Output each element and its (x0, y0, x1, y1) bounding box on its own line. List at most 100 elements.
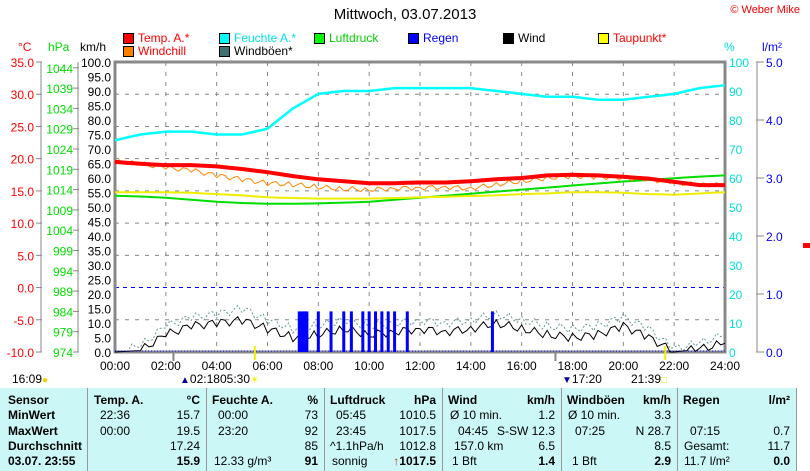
legend-label: Taupunkt* (613, 31, 667, 45)
humidity-tick-label: 50 (729, 201, 743, 215)
gust-max: N 28.7 (635, 424, 671, 438)
legend-item: Regen (408, 31, 458, 45)
rain-header: Regen (683, 393, 720, 407)
pressure-tick-label: 1024 (46, 143, 73, 157)
legend-item: Feuchte A.* (219, 31, 296, 45)
humidity-tick-label: 40 (729, 230, 743, 244)
press-header: Luftdruck (330, 393, 386, 407)
gust-avg10: 3.3 (654, 408, 671, 422)
rain-bar (302, 311, 306, 352)
gust-header: Windböen (567, 393, 625, 407)
wind-tick-label: 10.0 (88, 317, 112, 331)
wind-tick-label: 65.0 (88, 158, 112, 172)
wind-tick-label: 80.0 (88, 114, 112, 128)
temp-tick-label: 0.0 (17, 282, 34, 296)
humidity-axis-unit: % (724, 40, 735, 54)
wind-bft: 1 Bft (452, 454, 477, 468)
trend-up-icon: ↑ (393, 454, 400, 468)
legend-label: Feuchte A.* (234, 31, 297, 45)
row-label: MinWert (8, 408, 56, 422)
wind-tick-label: 55.0 (88, 187, 112, 201)
pressure-tick-label: 1034 (46, 102, 73, 116)
press-avg: 1012.8 (399, 439, 436, 453)
rain-tick-label: 1.0 (766, 288, 783, 302)
series-taupunkt (115, 191, 726, 200)
wind-tick-label: 15.0 (88, 303, 112, 317)
legend-item: Taupunkt* (598, 31, 666, 45)
humidity-tick-label: 60 (729, 172, 743, 186)
hum-header: Feuchte A. (212, 393, 273, 407)
rain-tick-label: 0.0 (766, 346, 783, 360)
legend-item: Windchill (123, 44, 186, 58)
temp-avg: 17.24 (169, 439, 200, 453)
time-tick-label: 18:00 (557, 359, 587, 373)
humidity-tick-label: 70 (729, 143, 743, 157)
time-tick-label: 00:00 (100, 359, 130, 373)
wind-avg10: 1.2 (538, 408, 555, 422)
pressure-tick-label: 1009 (46, 204, 73, 218)
humidity-tick-label: 100 (729, 56, 749, 70)
wind-avg: 6.5 (538, 439, 555, 453)
gust-bft: 1 Bft (572, 454, 597, 468)
pressure-tick-label: 989 (53, 285, 73, 299)
wind-tick-label: 50.0 (88, 201, 112, 215)
temp-max: 19.5 (176, 424, 200, 438)
pressure-tick-label: 1014 (46, 184, 73, 198)
sun-icon: □ (661, 375, 668, 386)
humidity-tick-label: 0 (729, 346, 736, 360)
legend-swatch (408, 32, 419, 44)
temp-axis-unit: °C (18, 40, 32, 54)
rain-bar (393, 311, 397, 352)
legend-item: Wind (503, 31, 545, 45)
pressure-tick-label: 979 (53, 326, 73, 340)
wind-tick-label: 45.0 (88, 216, 112, 230)
rain-day: 11.7 l/m² (684, 454, 730, 468)
wind-tick-label: 40.0 (88, 230, 112, 244)
wind-avg10-label: Ø 10 min. (450, 408, 503, 422)
rain-bar (374, 311, 378, 352)
legend-swatch (219, 32, 230, 44)
press-max-time: 23:45 (336, 424, 367, 438)
rain-tick-label: 5.0 (766, 56, 783, 70)
press-unit: hPa (413, 393, 436, 407)
hum-unit: % (307, 393, 318, 407)
time-tick-label: 20:00 (608, 359, 638, 373)
hum-current: 91 (304, 454, 318, 468)
legend-swatch (123, 32, 134, 44)
wind-tick-label: 20.0 (88, 288, 112, 302)
pressure-tick-label: 999 (53, 245, 73, 259)
temp-tick-label: -10.0 (7, 346, 35, 360)
hum-max-time: 23:20 (218, 424, 249, 438)
moonset-time-label: 16:09 (12, 372, 43, 386)
moon-event-time: ▼17:20 (562, 372, 602, 386)
legend-label: Windböen* (234, 44, 293, 58)
row-label: Sensor (8, 393, 49, 407)
series-windben (114, 304, 726, 353)
wind-tick-label: 0.0 (94, 346, 111, 360)
rain-tick-label: 4.0 (766, 114, 783, 128)
plot-frame (113, 60, 727, 354)
rain-bar (305, 311, 309, 352)
row-label: Durchschnitt (8, 439, 83, 453)
time-tick-label: 10:00 (354, 359, 384, 373)
legend-label: Luftdruck (329, 31, 379, 45)
wind-distance: 157.0 km (454, 439, 504, 453)
rain-axis-unit: l/m² (762, 40, 782, 54)
rain-bar (297, 311, 301, 352)
sunrise-time-label: 05:30 (220, 372, 251, 386)
legend-swatch (598, 32, 609, 44)
legend-label: Windchill (138, 44, 187, 58)
rain-current: 0.0 (773, 454, 790, 468)
pressure-tick-label: 1044 (46, 62, 73, 76)
temp-current: 15.9 (176, 454, 200, 468)
legend-swatch (123, 45, 134, 57)
rain-bar (367, 311, 371, 352)
wind-unit: km/h (526, 393, 555, 407)
time-tick-label: 24:00 (710, 359, 740, 373)
summary-table: Sensor MinWert MaxWert Durchschnitt 03.07. 2… (0, 388, 797, 471)
series-feuchtea (114, 83, 726, 142)
wind-tick-label: 35.0 (88, 245, 112, 259)
rain-bar (380, 311, 384, 352)
hum-min: 73 (304, 408, 318, 422)
sunrise-time: 05:30☀ (220, 372, 259, 386)
